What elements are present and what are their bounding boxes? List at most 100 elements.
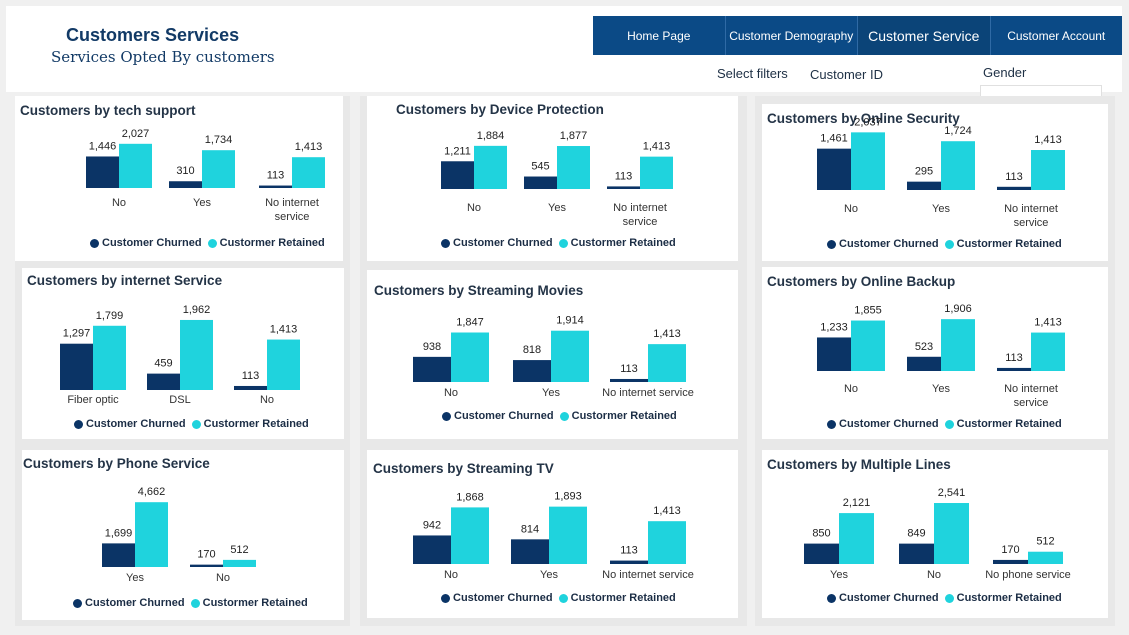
bar-retained-no-internet-service[interactable] xyxy=(1031,332,1065,371)
category-label: Yes xyxy=(830,569,848,581)
legend-item-churned[interactable]: Customer Churned xyxy=(441,237,553,249)
bar-retained-no-phone-service[interactable] xyxy=(1028,551,1063,564)
bar-retained-yes[interactable] xyxy=(839,513,874,564)
bar-chart: 942 1,868 No 814 1,893 Yes 113 1,413 No internet… xyxy=(413,491,694,581)
category-label: No xyxy=(467,202,481,214)
legend-item-retained[interactable]: Custormer Retained xyxy=(191,418,309,430)
bar-churned-no-internet-service[interactable] xyxy=(610,378,648,382)
chart-legend: Customer Churned Custormer Retained xyxy=(441,237,676,249)
bar-retained-no-internet-service[interactable] xyxy=(1031,150,1065,190)
bar-retained-yes[interactable] xyxy=(549,506,587,564)
bar-retained-no-internet-service[interactable] xyxy=(648,521,686,564)
legend-item-churned[interactable]: Customer Churned xyxy=(441,592,553,604)
bar-retained-no[interactable] xyxy=(934,503,969,564)
bar-retained-no[interactable] xyxy=(119,143,152,188)
legend-item-retained[interactable]: Custormer Retained xyxy=(944,238,1062,250)
bar-churned-yes[interactable] xyxy=(513,360,551,382)
nav-customer-service[interactable]: Customer Service xyxy=(858,16,991,55)
bar-churned-yes[interactable] xyxy=(169,181,202,188)
legend-item-retained[interactable]: Custormer Retained xyxy=(558,237,676,249)
bar-retained-yes[interactable] xyxy=(941,141,975,190)
bar-churned-yes[interactable] xyxy=(524,176,557,189)
bar-retained-no[interactable] xyxy=(451,507,489,564)
bar-retained-fiber-optic[interactable] xyxy=(93,325,126,390)
bar-churned-no[interactable] xyxy=(190,564,223,567)
bar-churned-no-internet-service[interactable] xyxy=(997,367,1031,371)
data-label-churned: 1,211 xyxy=(444,145,471,157)
legend-label-churned: Customer Churned xyxy=(839,238,939,250)
bar-churned-no-internet-service[interactable] xyxy=(607,186,640,189)
legend-item-churned[interactable]: Customer Churned xyxy=(74,418,186,430)
bar-retained-no-internet-service[interactable] xyxy=(292,157,325,188)
nav-customer-demography[interactable]: Customer Demography xyxy=(726,16,858,55)
category-label: service xyxy=(275,211,310,223)
bar-retained-no[interactable] xyxy=(851,320,885,371)
data-label-churned: 113 xyxy=(1005,171,1023,183)
bar-chart: 1,233 1,855 No 523 1,906 Yes 113 1,413 No intern… xyxy=(817,303,1065,409)
bar-retained-no[interactable] xyxy=(451,332,489,382)
bar-churned-dsl[interactable] xyxy=(147,373,180,390)
bar-retained-no-internet-service[interactable] xyxy=(640,156,673,189)
bar-churned-no-internet-service[interactable] xyxy=(610,560,648,564)
bar-churned-no[interactable] xyxy=(413,535,451,564)
bar-retained-yes[interactable] xyxy=(557,146,590,189)
legend-item-churned[interactable]: Customer Churned xyxy=(827,592,939,604)
bar-churned-no[interactable] xyxy=(86,156,119,188)
nav-home-page[interactable]: Home Page xyxy=(593,16,726,55)
category-label: No internet xyxy=(1004,383,1058,395)
bar-retained-dsl[interactable] xyxy=(180,319,213,390)
bar-retained-no[interactable] xyxy=(267,339,300,390)
legend-item-retained[interactable]: Custormer Retained xyxy=(944,592,1062,604)
legend-item-retained[interactable]: Custormer Retained xyxy=(559,410,677,422)
legend-item-churned[interactable]: Customer Churned xyxy=(73,597,185,609)
bar-retained-yes[interactable] xyxy=(135,502,168,567)
legend-item-churned[interactable]: Customer Churned xyxy=(90,237,202,249)
bar-churned-no[interactable] xyxy=(441,161,474,189)
bar-retained-no[interactable] xyxy=(223,559,256,567)
bar-churned-yes[interactable] xyxy=(907,181,941,190)
bar-retained-yes[interactable] xyxy=(551,330,589,382)
bar-churned-yes[interactable] xyxy=(907,356,941,371)
data-label-churned: 113 xyxy=(620,363,638,375)
gender-filter[interactable]: Gender xyxy=(983,65,1027,80)
bar-retained-no-internet-service[interactable] xyxy=(648,344,686,382)
legend-item-churned[interactable]: Customer Churned xyxy=(827,418,939,430)
data-label-retained: 1,906 xyxy=(944,303,972,315)
category-label: service xyxy=(623,216,658,228)
bar-churned-yes[interactable] xyxy=(102,543,135,567)
bar-retained-yes[interactable] xyxy=(202,150,235,188)
legend-item-retained[interactable]: Custormer Retained xyxy=(207,237,325,249)
legend-item-churned[interactable]: Customer Churned xyxy=(827,238,939,250)
chart-legend: Customer Churned Custormer Retained xyxy=(74,418,309,430)
legend-label-churned: Customer Churned xyxy=(102,237,202,249)
bar-churned-no[interactable] xyxy=(899,543,934,564)
legend-item-retained[interactable]: Custormer Retained xyxy=(558,592,676,604)
bar-churned-no-internet-service[interactable] xyxy=(997,186,1031,190)
bar-retained-no[interactable] xyxy=(474,145,507,189)
category-label: Yes xyxy=(932,383,950,395)
legend-item-retained[interactable]: Custormer Retained xyxy=(190,597,308,609)
bar-churned-yes[interactable] xyxy=(804,543,839,564)
bar-churned-no-phone-service[interactable] xyxy=(993,559,1028,564)
data-label-retained: 1,413 xyxy=(270,324,298,336)
bar-churned-no[interactable] xyxy=(817,148,851,190)
bar-churned-no[interactable] xyxy=(817,337,851,371)
nav-customer-account[interactable]: Customer Account xyxy=(1007,28,1106,43)
legend-item-retained[interactable]: Custormer Retained xyxy=(944,418,1062,430)
data-label-retained: 1,855 xyxy=(854,305,882,317)
bar-churned-no[interactable] xyxy=(413,356,451,382)
bar-churned-yes[interactable] xyxy=(511,539,549,564)
data-label-churned: 113 xyxy=(267,170,285,182)
chart-title: Customers by Multiple Lines xyxy=(767,457,951,472)
bar-churned-no[interactable] xyxy=(234,385,267,390)
bar-retained-no[interactable] xyxy=(851,132,885,190)
data-label-retained: 1,914 xyxy=(556,315,584,327)
legend-item-churned[interactable]: Customer Churned xyxy=(442,410,554,422)
data-label-retained: 1,413 xyxy=(295,141,323,153)
bar-churned-fiber-optic[interactable] xyxy=(60,343,93,390)
category-label: Yes xyxy=(540,569,558,581)
bar-churned-no-internet-service[interactable] xyxy=(259,185,292,188)
churned-dot-icon xyxy=(442,411,451,421)
customer-id-filter[interactable]: Customer ID xyxy=(810,67,883,82)
bar-retained-yes[interactable] xyxy=(941,319,975,371)
